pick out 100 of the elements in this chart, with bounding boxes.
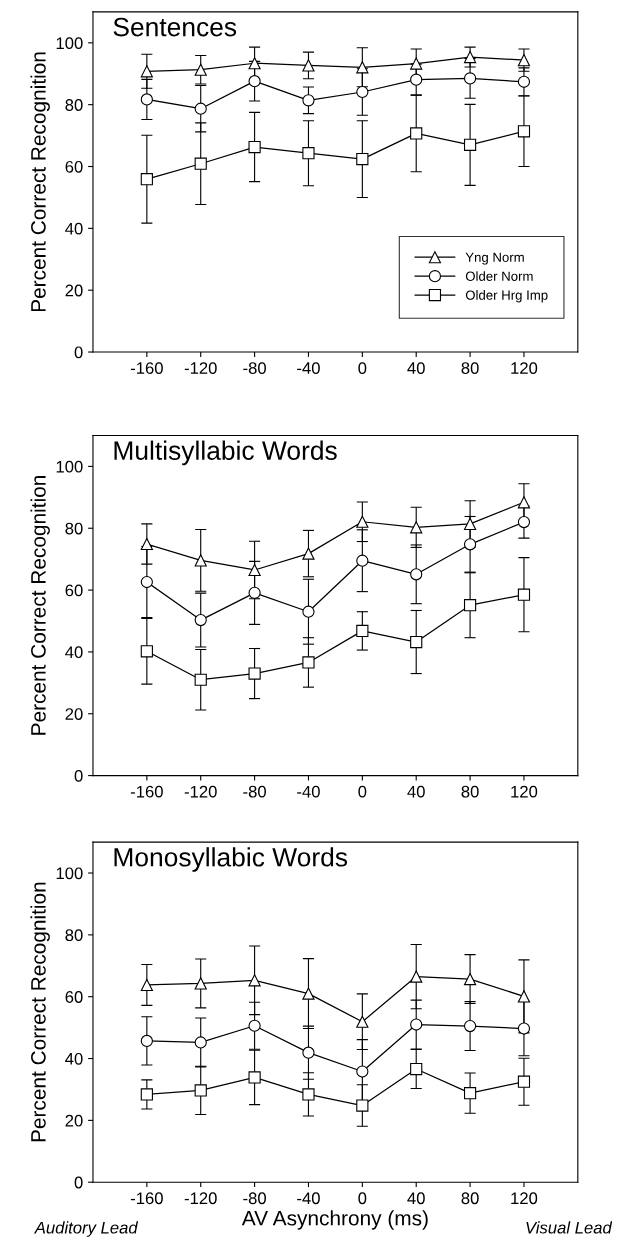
point (356, 624, 369, 638)
point (302, 547, 315, 560)
point (410, 970, 423, 983)
point (140, 65, 153, 78)
point (194, 1036, 207, 1049)
point (140, 1088, 153, 1101)
x-tick-label: -160 (130, 1192, 163, 1205)
point (463, 1087, 477, 1100)
point (463, 72, 477, 85)
point (410, 57, 423, 70)
point (140, 537, 153, 551)
point (517, 515, 531, 529)
y-tick-label: 20 (65, 708, 83, 720)
x-tick-label: -40 (297, 1192, 320, 1205)
x-tick-label: -120 (184, 362, 217, 374)
chart-title: Monosyllabic Words (114, 847, 348, 872)
x-tick-label: 0 (358, 785, 367, 798)
y-tick-label: 0 (74, 769, 83, 782)
point (248, 1071, 261, 1084)
x-tick-label: 40 (407, 785, 425, 798)
point (410, 73, 423, 86)
x-tick-label: 120 (511, 785, 538, 798)
point (140, 173, 153, 186)
point (248, 57, 261, 70)
point (410, 1062, 423, 1076)
chart-title: Multisyllabic Words (114, 440, 337, 466)
point (463, 538, 477, 551)
point (356, 152, 369, 166)
y-tick-label: 100 (56, 37, 83, 50)
x-tick-label: 40 (407, 1192, 425, 1205)
legend-label: Older Norm (465, 271, 533, 281)
x-tick-label: 0 (358, 362, 367, 374)
point (517, 588, 531, 601)
point (517, 1075, 531, 1088)
point (410, 635, 423, 649)
y-tick-label: 100 (56, 867, 83, 880)
y-axis-title: Percent Correct Recognition (30, 52, 50, 312)
chart-title: Sentences (113, 17, 237, 37)
point (517, 54, 531, 67)
point (194, 554, 207, 567)
point (302, 1088, 315, 1101)
x-axis-title: AV Asynchrony (ms) (241, 1210, 428, 1230)
point (194, 613, 207, 627)
x-tick-label: -160 (130, 785, 163, 798)
y-axis-title: Percent Correct Recognition (30, 882, 50, 1142)
point (140, 978, 153, 992)
point (194, 1084, 207, 1097)
point (248, 563, 261, 577)
point (140, 645, 153, 658)
point (517, 75, 531, 88)
point (463, 599, 477, 612)
x-tick-label: -120 (184, 785, 217, 798)
point (463, 1019, 477, 1033)
point (194, 157, 207, 170)
point (302, 656, 315, 669)
point (194, 63, 207, 76)
point (302, 1046, 315, 1059)
point (140, 1034, 153, 1048)
point (302, 147, 315, 160)
point (463, 138, 477, 151)
x-tick-label: 120 (511, 1192, 538, 1205)
y-tick-label: 40 (65, 1052, 83, 1065)
point (194, 673, 207, 686)
point (356, 1099, 369, 1112)
x-tick-label: -160 (130, 362, 163, 374)
point (463, 50, 477, 64)
point (302, 605, 315, 618)
point (356, 1015, 369, 1028)
y-tick-label: 100 (56, 460, 83, 473)
x-tick-label: 0 (358, 1192, 367, 1205)
point (248, 586, 261, 599)
y-tick-label: 60 (65, 584, 83, 597)
x-tick-label: -80 (243, 1192, 266, 1205)
legend-label: Yng Norm (465, 252, 524, 265)
point (356, 1065, 369, 1078)
text: Auditory Lead (33, 1221, 139, 1237)
x-tick-label: -80 (243, 362, 266, 374)
x-tick-label: 40 (407, 362, 425, 374)
y-tick-label: 20 (65, 1114, 83, 1127)
point (463, 972, 477, 986)
y-tick-label: 40 (65, 646, 83, 659)
point (463, 517, 477, 531)
point (248, 1019, 261, 1032)
point (248, 140, 261, 154)
point (356, 515, 369, 528)
point (248, 75, 261, 88)
x-tick-label: -40 (297, 362, 320, 374)
point (410, 568, 423, 581)
point (140, 93, 153, 106)
point (356, 61, 369, 74)
point (517, 1022, 531, 1035)
x-tick-label: -120 (184, 1192, 217, 1205)
point (248, 974, 261, 987)
point (356, 85, 369, 99)
y-tick-label: 60 (65, 160, 83, 173)
y-axis-title: Percent Correct Recognition (30, 476, 50, 735)
point (410, 521, 423, 534)
x-tick-label: 120 (511, 362, 538, 374)
x-tick-label: 80 (461, 785, 479, 798)
point (302, 987, 315, 1000)
